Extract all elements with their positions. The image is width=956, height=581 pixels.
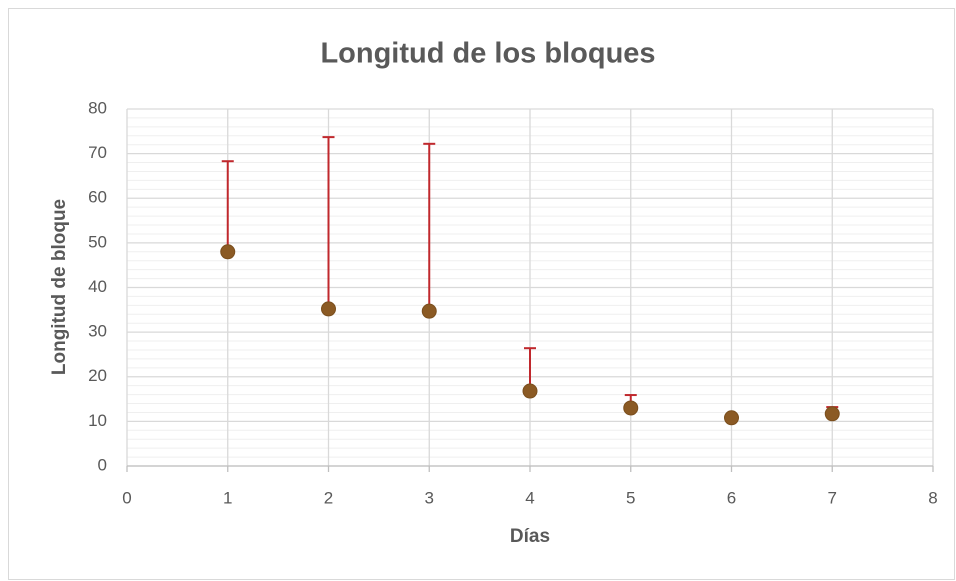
y-tick-label: 60 — [88, 188, 107, 207]
x-tick-label: 1 — [223, 488, 232, 507]
data-point — [321, 301, 336, 317]
x-tick-label: 5 — [626, 488, 635, 507]
data-point — [522, 383, 538, 399]
y-tick-label: 10 — [88, 411, 107, 430]
data-point — [724, 410, 739, 426]
x-tick-label: 0 — [122, 488, 131, 507]
y-tick-label: 40 — [88, 277, 107, 296]
data-point — [623, 400, 639, 416]
x-tick-label: 4 — [525, 488, 534, 507]
y-axis-label: Longitud de bloque — [49, 199, 70, 375]
chart-title: Longitud de los bloques — [320, 38, 655, 70]
x-tick-label: 6 — [727, 488, 736, 507]
y-tick-label: 30 — [88, 322, 107, 341]
x-tick-label: 7 — [828, 488, 837, 507]
y-tick-label: 70 — [88, 143, 107, 162]
y-tick-label: 80 — [88, 98, 107, 117]
data-point — [421, 303, 437, 319]
y-tick-label: 20 — [88, 366, 107, 385]
x-tick-label: 3 — [425, 488, 434, 507]
data-point — [824, 406, 840, 422]
chart-frame — [8, 8, 955, 580]
x-tick-label: 8 — [928, 488, 937, 507]
x-axis-label: Días — [510, 526, 550, 547]
x-tick-label: 2 — [324, 488, 333, 507]
y-tick-label: 50 — [88, 232, 107, 251]
y-tick-label: 0 — [98, 455, 107, 474]
data-point — [220, 244, 236, 260]
